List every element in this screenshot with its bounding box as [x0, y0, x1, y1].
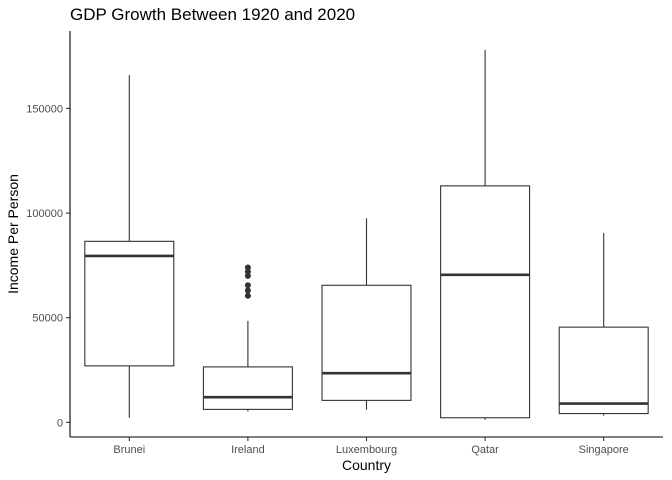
box-luxembourg: [321, 284, 412, 401]
y-tick-label: 0: [57, 417, 63, 429]
box-qatar: [440, 185, 531, 419]
box-group-brunei: [84, 74, 175, 418]
outlier-point-ireland: [244, 292, 251, 299]
plot-area: [84, 49, 649, 420]
x-tick-label: Luxembourg: [336, 444, 397, 456]
x-tick-label: Singapore: [579, 444, 629, 456]
outlier-point-ireland: [244, 272, 251, 279]
y-axis-ticks: 0 50000 100000 150000: [26, 103, 70, 429]
x-tick-label: Brunei: [113, 444, 145, 456]
box-singapore: [558, 326, 649, 415]
box-group-ireland: [202, 264, 293, 412]
outlier-point-ireland: [244, 282, 251, 289]
x-tick-label: Ireland: [231, 444, 265, 456]
box-group-luxembourg: [321, 218, 412, 410]
x-tick-label: Qatar: [471, 444, 499, 456]
y-tick-label: 50000: [32, 313, 63, 325]
box-ireland: [202, 366, 293, 410]
chart-title: GDP Growth Between 1920 and 2020: [70, 5, 355, 24]
outlier-point-ireland: [244, 287, 251, 294]
box-brunei: [84, 240, 175, 367]
x-axis-title: Country: [342, 457, 391, 473]
y-tick-label: 100000: [26, 208, 63, 220]
box-group-singapore: [558, 232, 649, 416]
y-tick-label: 150000: [26, 103, 63, 115]
y-axis-title: Income Per Person: [5, 174, 21, 294]
outlier-point-ireland: [244, 264, 251, 271]
outlier-point-ireland: [244, 268, 251, 275]
x-axis-ticks: Brunei Ireland Luxembourg Qatar Singapore: [113, 437, 629, 456]
box-group-qatar: [440, 49, 531, 420]
